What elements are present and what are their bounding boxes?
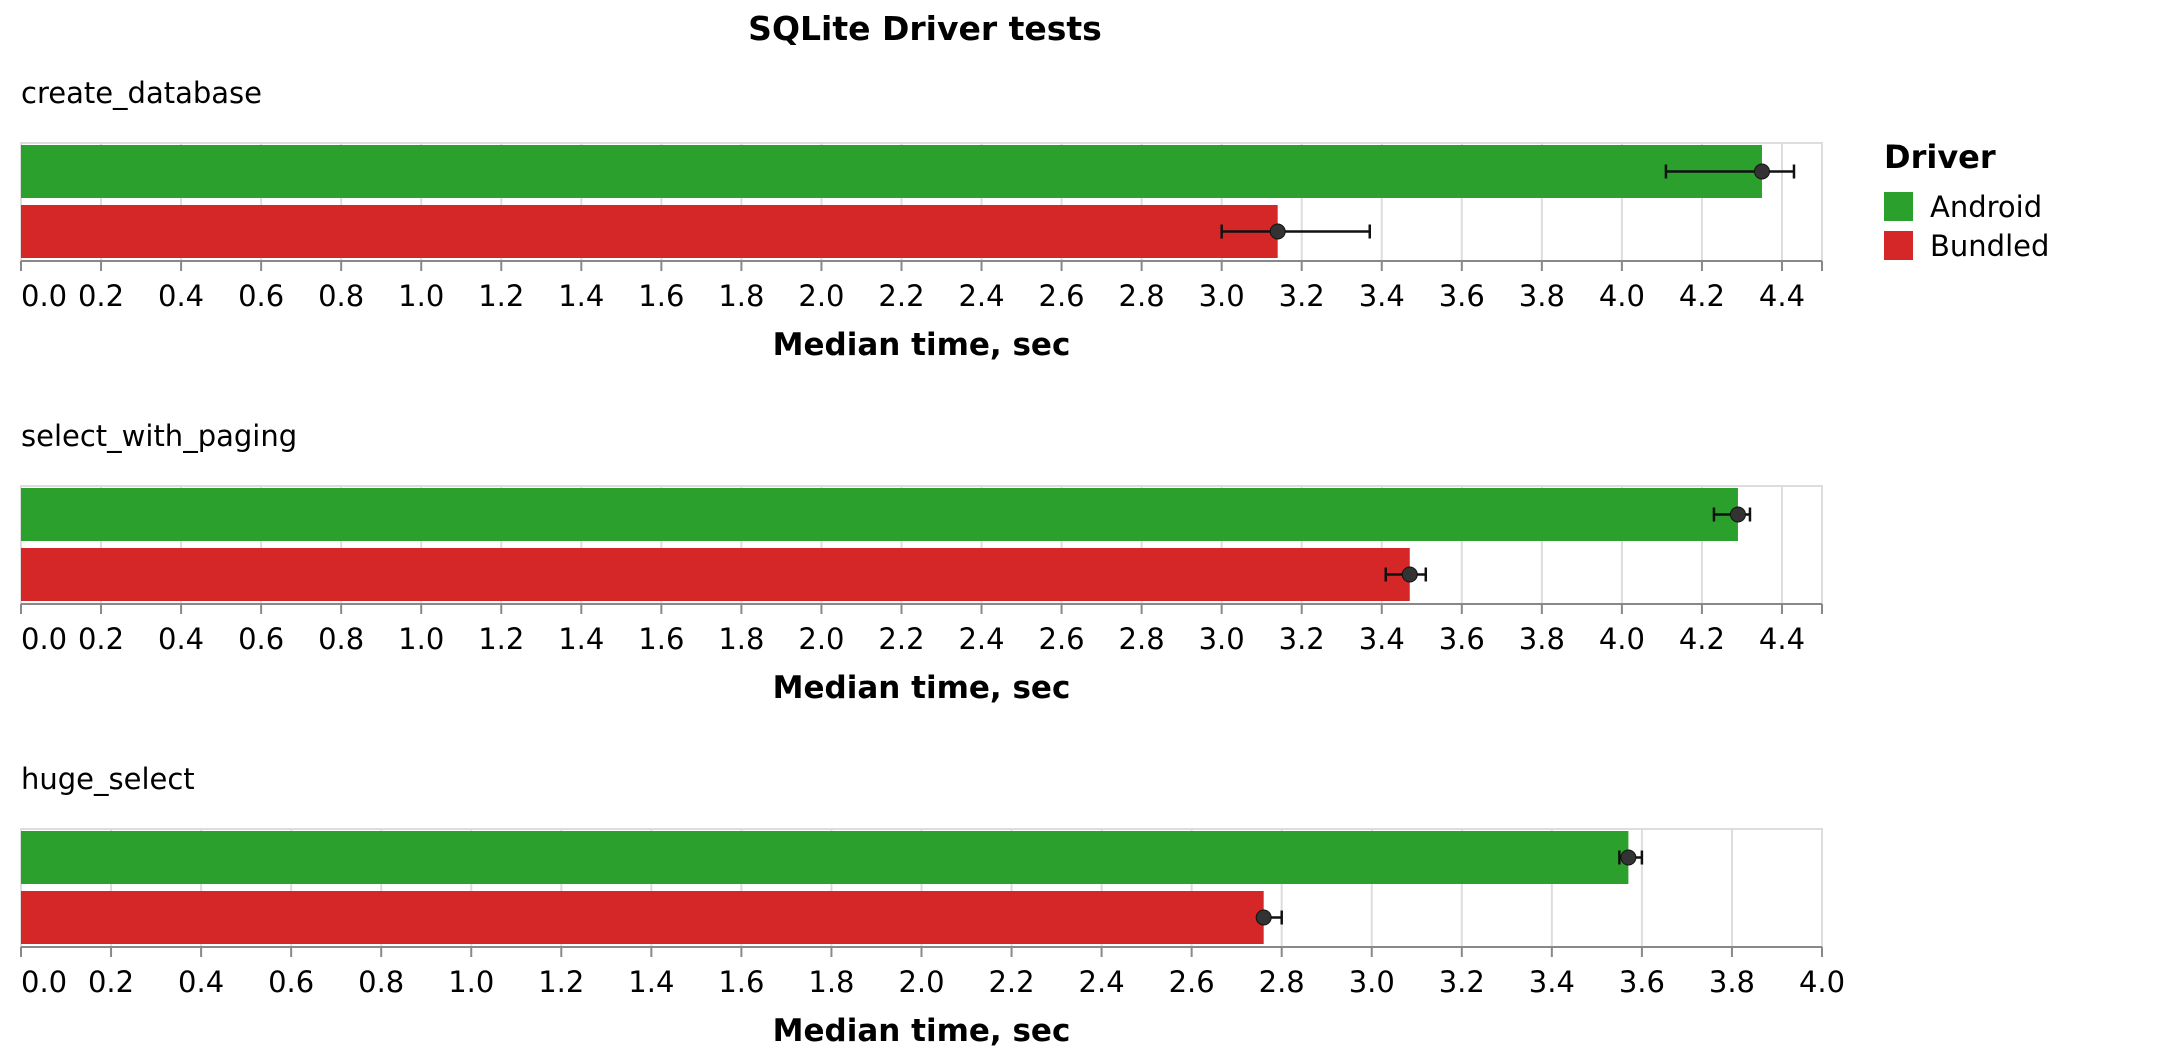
x-tick-label: 4.0: [1799, 965, 1845, 999]
x-tick-label: 0.8: [358, 965, 404, 999]
panel-select_with_paging: select_with_paging 0.0 0.2 0.4 0.6 0.8 1.0 1.2 1…: [20, 419, 1823, 706]
x-tick-label: 0.4: [158, 279, 204, 313]
x-tick-label: 2.8: [1259, 965, 1305, 999]
x-tick-label: 2.2: [988, 965, 1034, 999]
x-tick-label: 0.8: [318, 279, 364, 313]
x-tick-label: 2.8: [1119, 279, 1165, 313]
x-tick-label: 3.4: [1359, 622, 1405, 656]
median-point: [1620, 849, 1637, 866]
x-axis-title: Median time, sec: [773, 327, 1071, 363]
x-tick-label: 1.6: [638, 622, 684, 656]
x-tick-label: 1.8: [718, 279, 764, 313]
x-tick-label: 0.0: [21, 279, 67, 313]
x-tick-label: 4.2: [1679, 279, 1725, 313]
x-tick-label: 3.0: [1199, 279, 1245, 313]
bar-android: [21, 145, 1762, 198]
x-tick-label: 2.6: [1169, 965, 1215, 999]
x-tick-label: 0.0: [21, 965, 67, 999]
x-tick-label: 1.2: [538, 965, 584, 999]
x-tick-label: 2.2: [878, 622, 924, 656]
panel-title: huge_select: [21, 762, 195, 796]
x-tick-label: 1.0: [398, 622, 444, 656]
x-tick-label: 1.0: [448, 965, 494, 999]
legend-swatch-bundled: [1884, 231, 1913, 260]
chart-title: SQLite Driver tests: [748, 9, 1102, 48]
x-tick-label: 3.2: [1279, 279, 1325, 313]
median-point: [1255, 909, 1272, 926]
legend-title: Driver: [1884, 138, 1996, 176]
bar-android: [21, 488, 1738, 541]
panel-title: select_with_paging: [21, 419, 297, 453]
x-tick-label: 2.4: [1079, 965, 1125, 999]
legend-swatch-android: [1884, 192, 1913, 221]
x-tick-label: 1.4: [558, 279, 604, 313]
x-tick-label: 4.0: [1599, 622, 1645, 656]
x-tick-label: 3.2: [1279, 622, 1325, 656]
x-tick-label: 2.8: [1119, 622, 1165, 656]
x-tick-label: 4.0: [1599, 279, 1645, 313]
x-axis-title: Median time, sec: [773, 670, 1071, 706]
x-tick-label: 2.6: [1039, 279, 1085, 313]
x-tick-label: 1.4: [628, 965, 674, 999]
x-tick-label: 2.0: [798, 279, 844, 313]
x-tick-label: 0.4: [158, 622, 204, 656]
legend-label-bundled: Bundled: [1930, 229, 2049, 263]
x-tick-label: 0.4: [178, 965, 224, 999]
x-tick-label: 0.2: [78, 622, 124, 656]
x-tick-label: 4.4: [1759, 622, 1805, 656]
x-tick-label: 1.6: [718, 965, 764, 999]
panel-huge_select: huge_select 0.0 0.2 0.4 0.6 0.8 1.0 1.2 1.4 1.6 1.…: [20, 762, 1845, 1049]
median-point: [1269, 223, 1286, 240]
x-tick-label: 1.0: [398, 279, 444, 313]
median-point: [1753, 163, 1770, 180]
panel-title: create_database: [21, 76, 262, 110]
x-tick-label: 0.0: [21, 622, 67, 656]
bar-bundled: [21, 891, 1264, 944]
x-tick-label: 0.6: [238, 622, 284, 656]
x-tick-label: 3.6: [1619, 965, 1665, 999]
x-tick-label: 0.8: [318, 622, 364, 656]
x-tick-label: 3.6: [1439, 622, 1485, 656]
x-tick-label: 2.4: [958, 622, 1004, 656]
bar-bundled: [21, 205, 1278, 258]
x-tick-label: 4.2: [1679, 622, 1725, 656]
x-tick-label: 1.2: [478, 622, 524, 656]
x-tick-label: 3.4: [1359, 279, 1405, 313]
median-point: [1729, 506, 1746, 523]
x-tick-label: 1.8: [808, 965, 854, 999]
bar-bundled: [21, 548, 1410, 601]
x-tick-label: 4.4: [1759, 279, 1805, 313]
x-tick-label: 3.0: [1349, 965, 1395, 999]
x-tick-label: 1.6: [638, 279, 684, 313]
x-tick-label: 2.6: [1039, 622, 1085, 656]
x-tick-label: 3.6: [1439, 279, 1485, 313]
x-tick-label: 1.4: [558, 622, 604, 656]
x-tick-label: 1.2: [478, 279, 524, 313]
legend-label-android: Android: [1930, 190, 2042, 224]
x-tick-label: 0.6: [238, 279, 284, 313]
x-tick-label: 0.2: [78, 279, 124, 313]
x-tick-label: 1.8: [718, 622, 764, 656]
x-tick-label: 2.2: [878, 279, 924, 313]
x-tick-label: 0.2: [88, 965, 134, 999]
x-tick-label: 3.8: [1709, 965, 1755, 999]
legend: Driver Android Bundled: [1884, 138, 2049, 263]
panel-create_database: create_database 0.0 0.2 0.4 0.6 0.8 1.0 1.2 1.4 1…: [20, 76, 1823, 363]
bar-android: [21, 831, 1629, 884]
x-tick-label: 3.2: [1439, 965, 1485, 999]
x-axis-title: Median time, sec: [773, 1013, 1071, 1049]
x-tick-label: 3.8: [1519, 622, 1565, 656]
x-tick-label: 0.6: [268, 965, 314, 999]
x-tick-label: 3.4: [1529, 965, 1575, 999]
x-tick-label: 2.0: [798, 622, 844, 656]
panels: create_database 0.0 0.2 0.4 0.6 0.8 1.0 1.2 1.4 1…: [20, 76, 1845, 1049]
x-tick-label: 3.8: [1519, 279, 1565, 313]
x-tick-label: 2.0: [898, 965, 944, 999]
median-point: [1401, 566, 1418, 583]
x-tick-label: 2.4: [958, 279, 1004, 313]
x-tick-label: 3.0: [1199, 622, 1245, 656]
